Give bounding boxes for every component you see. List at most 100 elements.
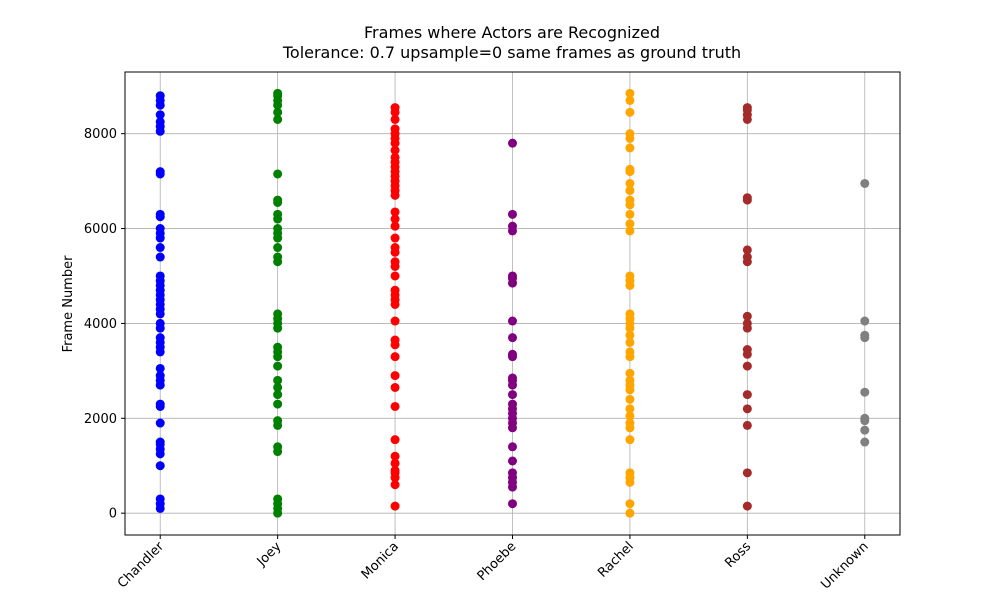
point: [508, 499, 517, 509]
point: [742, 103, 752, 113]
point: [742, 345, 752, 355]
point: [390, 371, 400, 381]
point: [860, 413, 870, 423]
point: [508, 399, 517, 409]
point: [155, 437, 165, 447]
y-tick-label: 6000: [84, 222, 117, 237]
point: [625, 418, 635, 428]
point: [625, 271, 635, 281]
y-tick-label: 2000: [84, 412, 117, 427]
point: [273, 114, 283, 124]
point: [742, 390, 752, 400]
point: [860, 330, 870, 340]
x-tick-label: Unknown: [818, 539, 871, 592]
point: [273, 375, 283, 385]
point: [625, 219, 635, 229]
point: [860, 178, 870, 188]
point: [155, 461, 165, 471]
point: [155, 271, 165, 281]
point: [625, 107, 635, 117]
y-tick-label: 4000: [84, 317, 117, 332]
point: [508, 468, 517, 478]
point: [155, 371, 165, 381]
point: [390, 316, 400, 326]
point: [625, 368, 635, 378]
point: [390, 465, 400, 475]
point: [390, 124, 400, 134]
point: [625, 435, 635, 445]
point: [508, 221, 517, 231]
point: [625, 178, 635, 188]
x-tick-label: Monica: [359, 539, 402, 582]
point: [508, 333, 517, 343]
point: [273, 390, 283, 400]
point: [625, 347, 635, 357]
point: [155, 209, 165, 219]
point: [155, 252, 165, 262]
point: [860, 425, 870, 435]
point: [155, 333, 165, 343]
point: [742, 252, 752, 262]
point: [390, 285, 400, 295]
point: [155, 91, 165, 101]
point: [273, 195, 283, 205]
chart-subtitle: Tolerance: 0.7 upsample=0 same frames as…: [282, 43, 741, 62]
point: [390, 207, 400, 217]
point: [390, 114, 400, 124]
point: [742, 245, 752, 255]
point: [155, 224, 165, 234]
point: [273, 342, 283, 352]
point: [625, 143, 635, 153]
point: [273, 88, 283, 98]
point: [155, 363, 165, 373]
y-axis-label: Frame Number: [61, 255, 76, 353]
point: [155, 318, 165, 328]
point: [273, 243, 283, 253]
point: [390, 214, 400, 224]
point: [625, 330, 635, 340]
point: [742, 420, 752, 430]
point: [155, 110, 165, 120]
point: [390, 458, 400, 468]
x-tick-label: Ross: [722, 539, 754, 571]
point: [625, 499, 635, 509]
point: [273, 309, 283, 319]
point: [273, 416, 283, 426]
point: [625, 404, 635, 414]
point: [390, 501, 400, 511]
point: [742, 193, 752, 203]
point: [390, 103, 400, 113]
point: [273, 107, 283, 117]
point: [625, 195, 635, 205]
point: [390, 401, 400, 411]
point: [273, 209, 283, 219]
point: [273, 252, 283, 262]
point: [625, 186, 635, 196]
point: [625, 394, 635, 404]
chart-title: Frames where Actors are Recognized: [364, 23, 660, 42]
point: [742, 318, 752, 328]
point: [390, 451, 400, 461]
x-tick-label: Phoebe: [475, 539, 520, 584]
point: [390, 221, 400, 231]
point: [390, 352, 400, 362]
point: [625, 209, 635, 219]
point: [625, 88, 635, 98]
point: [390, 152, 400, 162]
point: [390, 271, 400, 281]
point: [390, 335, 400, 345]
point: [155, 243, 165, 253]
point: [155, 117, 165, 127]
point: [390, 480, 400, 490]
point: [390, 257, 400, 267]
point: [273, 169, 283, 179]
x-tick-label: Rachel: [595, 539, 637, 581]
x-tick-label: Joey: [254, 539, 285, 570]
point: [508, 209, 517, 219]
point: [273, 399, 283, 409]
point: [273, 494, 283, 504]
point: [273, 442, 283, 452]
point: [508, 271, 517, 281]
y-tick-label: 0: [109, 507, 117, 522]
point: [508, 316, 517, 326]
